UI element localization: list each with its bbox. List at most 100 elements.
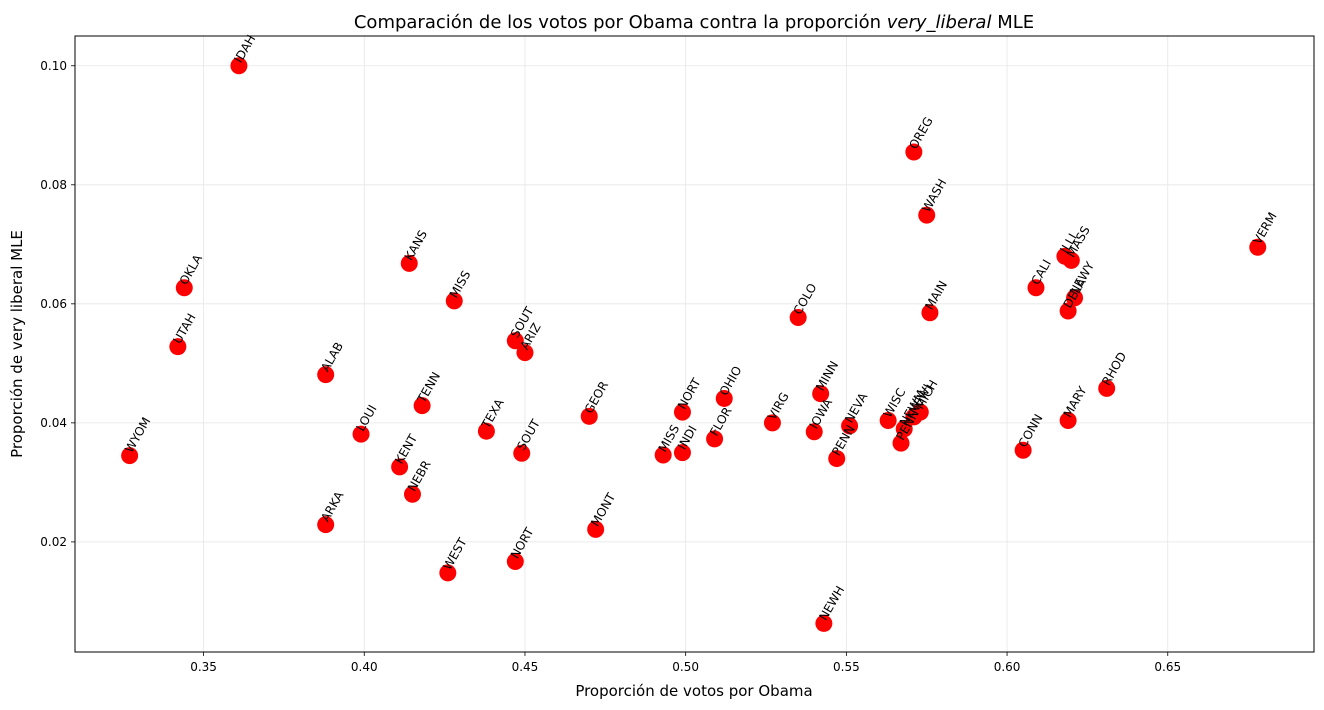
point-label: GEOR	[582, 379, 611, 416]
point-label: ARKA	[318, 488, 347, 524]
point-label: TENN	[414, 370, 443, 406]
data-point	[1098, 379, 1116, 397]
x-tick-label: 0.60	[994, 660, 1021, 674]
data-point	[805, 423, 823, 441]
y-axis-label: Proporción de very liberal MLE	[8, 230, 26, 458]
data-point	[403, 485, 421, 503]
point-label: MINN	[813, 359, 841, 394]
x-tick-label: 0.35	[190, 660, 217, 674]
data-point	[1059, 302, 1077, 320]
x-tick-label: 0.40	[351, 660, 378, 674]
point-label: MISS	[447, 268, 474, 300]
data-point	[169, 338, 187, 356]
point-label: SOUT	[514, 416, 543, 452]
point-label: LOUI	[354, 402, 380, 433]
data-point	[230, 57, 248, 75]
data-point	[439, 564, 457, 582]
data-point	[400, 254, 418, 272]
data-point	[673, 403, 691, 421]
data-point	[445, 292, 463, 310]
data-point	[1062, 251, 1080, 269]
x-tick-label: 0.45	[512, 660, 539, 674]
data-point	[763, 414, 781, 432]
data-point	[789, 309, 807, 327]
data-point	[812, 385, 830, 403]
point-label: VIRG	[765, 390, 792, 422]
point-label: OHIO	[717, 364, 745, 398]
grid	[75, 36, 1314, 652]
point-label: WASH	[919, 176, 949, 214]
data-point	[879, 411, 897, 429]
point-label: NEBR	[405, 458, 434, 494]
data-point	[892, 434, 910, 452]
point-label: KENT	[392, 431, 420, 466]
data-point	[1249, 238, 1267, 256]
data-point	[905, 143, 923, 161]
point-label: NORT	[508, 525, 537, 561]
point-label: TEXA	[478, 396, 507, 432]
data-point	[673, 444, 691, 462]
point-label: WEST	[440, 535, 470, 572]
data-point	[715, 389, 733, 407]
point-label: VERM	[1250, 210, 1279, 247]
data-point	[317, 366, 335, 384]
data-point	[815, 614, 833, 632]
data-point	[706, 430, 724, 448]
point-label: NEWH	[816, 583, 847, 622]
point-label: OKLA	[177, 251, 206, 287]
data-point	[506, 332, 524, 350]
data-point	[1059, 411, 1077, 429]
data-point	[513, 444, 531, 462]
point-label: PENN	[829, 423, 858, 458]
data-point	[352, 425, 370, 443]
data-point	[587, 520, 605, 538]
data-point	[317, 516, 335, 534]
data-point	[918, 206, 936, 224]
data-point	[921, 304, 939, 322]
x-tick-label: 0.55	[833, 660, 860, 674]
data-point	[516, 344, 534, 362]
point-label: FLOR	[707, 405, 735, 439]
data-point	[1027, 279, 1045, 297]
x-tick-label: 0.65	[1154, 660, 1181, 674]
data-point	[580, 407, 598, 425]
point-label: IOWA	[807, 396, 836, 432]
point-label: MAIN	[922, 278, 950, 312]
data-point	[895, 420, 913, 438]
point-label: WYOM	[122, 415, 153, 455]
data-point	[654, 446, 672, 464]
point-label: MARY	[1061, 383, 1090, 420]
y-tick-label: 0.08	[40, 178, 67, 192]
point-label: COLO	[791, 281, 820, 317]
data-point	[1066, 289, 1084, 307]
point-label: CALI	[1028, 257, 1054, 287]
y-tick-label: 0.06	[40, 297, 67, 311]
point-label: CONN	[1016, 412, 1046, 450]
y-tick-label: 0.04	[40, 416, 67, 430]
data-points	[121, 57, 1267, 632]
point-label: RHOD	[1099, 350, 1129, 388]
point-label: UTAH	[170, 311, 198, 346]
data-point	[905, 408, 923, 426]
plot-frame	[74, 35, 1315, 653]
point-label: KANS	[402, 228, 430, 263]
data-point	[121, 447, 139, 465]
point-label: NORT	[675, 375, 704, 411]
x-axis-ticks: 0.35 0.40 0.45 0.50 0.55 0.60 0.65	[190, 652, 1181, 674]
chart-title: Comparación de los votos por Obama contr…	[354, 12, 1034, 33]
y-tick-label: 0.02	[40, 535, 67, 549]
x-tick-label: 0.50	[672, 660, 699, 674]
data-point	[506, 553, 524, 571]
data-point	[828, 450, 846, 468]
data-point	[841, 417, 859, 435]
data-point	[1014, 441, 1032, 459]
x-axis-label: Proporción de votos por Obama	[575, 682, 812, 700]
point-label: ALAB	[318, 340, 346, 374]
data-point	[175, 279, 193, 297]
data-point	[477, 422, 495, 440]
y-tick-label: 0.10	[40, 59, 67, 73]
data-point	[413, 397, 431, 415]
data-point	[391, 458, 409, 476]
